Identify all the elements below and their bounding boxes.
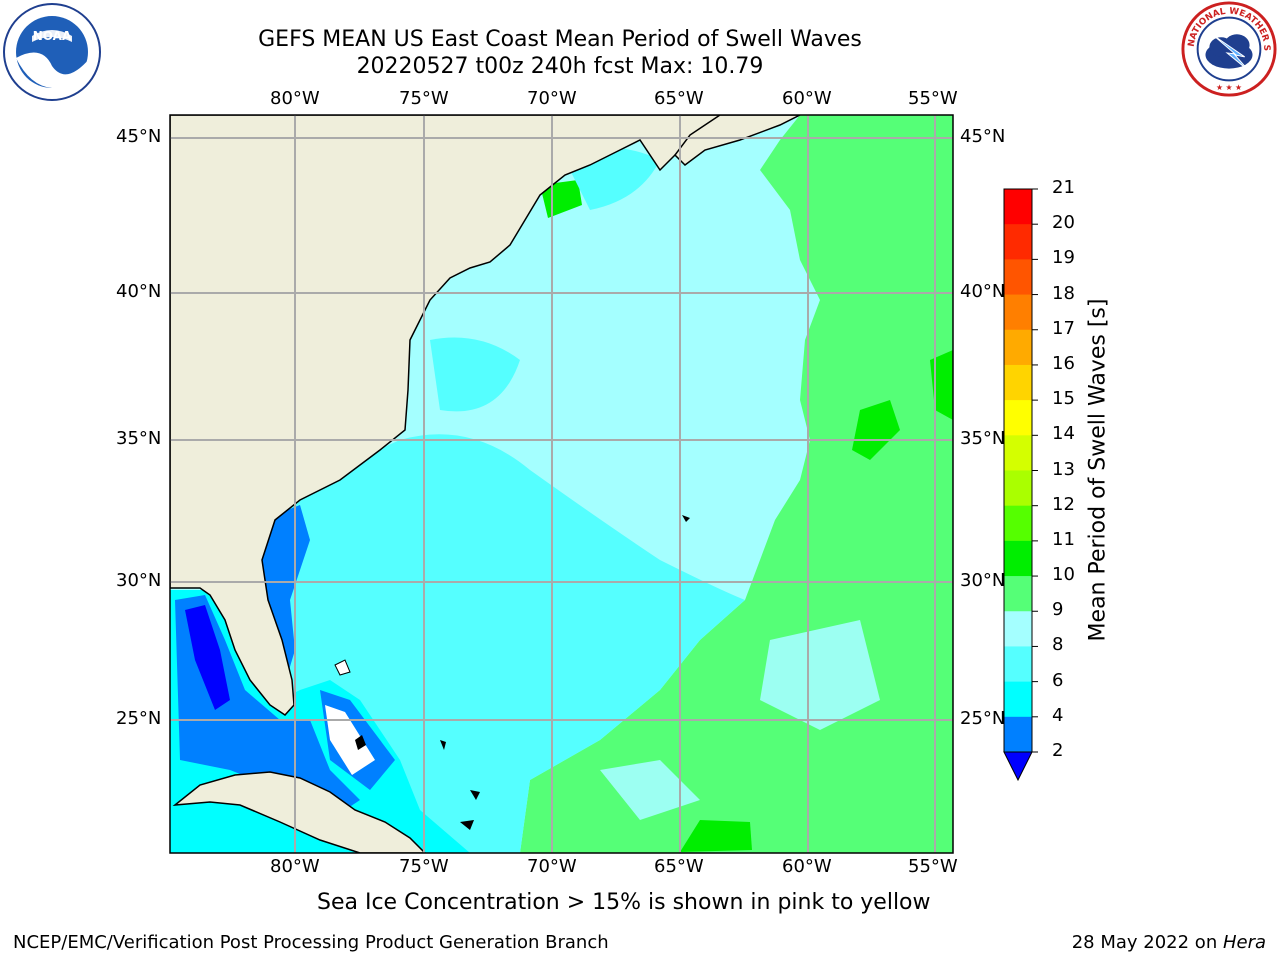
lon-label-bottom: 70°W — [527, 856, 577, 877]
lon-label-top: 70°W — [527, 88, 577, 109]
colorbar-segment — [1004, 716, 1032, 753]
lon-label-top: 65°W — [654, 88, 704, 109]
colorbar-tick-label: 18 — [1052, 282, 1075, 304]
date-line: 28 May 2022 on Hera — [1072, 932, 1266, 953]
lat-label-left: 45°N — [116, 126, 162, 147]
colorbar-tick-label: 9 — [1052, 599, 1064, 621]
colorbar-segment — [1004, 189, 1032, 225]
colorbar-segment — [1004, 329, 1032, 366]
cuba-land — [172, 771, 427, 853]
lat-label-right: 45°N — [960, 126, 1006, 147]
colorbar-tick-label: 17 — [1052, 317, 1075, 339]
lon-label-top: 60°W — [782, 88, 832, 109]
colorbar-tick-label: 4 — [1052, 704, 1064, 726]
north-america-land — [170, 115, 722, 716]
machine-name: Hera — [1222, 932, 1266, 953]
colorbar-segment — [1004, 611, 1032, 647]
sea-ice-note: Sea Ice Concentration > 15% is shown in … — [317, 890, 931, 915]
lon-label-bottom: 65°W — [654, 856, 704, 877]
colorbar-segment — [1004, 576, 1032, 612]
chart-subtitle: 20220527 t00z 240h fcst Max: 10.79 — [356, 54, 764, 79]
date-text: 28 May 2022 on — [1071, 932, 1223, 953]
colorbar-tick-label: 13 — [1052, 458, 1075, 480]
colorbar-tick-label: 2 — [1052, 740, 1064, 761]
lat-label-left: 30°N — [116, 570, 162, 591]
lat-label-right: 35°N — [960, 428, 1006, 449]
lat-label-left: 35°N — [116, 428, 162, 449]
chart-title: GEFS MEAN US East Coast Mean Period of S… — [258, 27, 862, 52]
graticule — [170, 115, 953, 853]
lat-label-left: 25°N — [116, 708, 162, 729]
lon-label-bottom: 75°W — [399, 856, 449, 877]
lon-label-bottom: 55°W — [908, 856, 958, 877]
colorbar-tick-label: 20 — [1052, 212, 1075, 234]
noaa-logo: NOAA — [3, 3, 101, 101]
colorbar-title: Mean Period of Swell Waves [s] — [1085, 298, 1111, 642]
lon-label-bottom: 80°W — [270, 856, 320, 877]
lat-label-right: 30°N — [960, 570, 1006, 591]
colorbar-tick-label: 6 — [1052, 669, 1064, 691]
lat-label-right: 25°N — [960, 708, 1006, 729]
nws-logo: NATIONAL WEATHER SERVICE ★ ★ ★ — [1180, 0, 1277, 97]
colorbar-tick-label: 11 — [1052, 528, 1075, 550]
colorbar-segment — [1004, 294, 1032, 331]
colorbar-segment — [1004, 435, 1032, 471]
colorbar-tick-label: 21 — [1052, 177, 1075, 198]
colorbar — [1004, 189, 1032, 753]
lon-label-top: 80°W — [270, 88, 320, 109]
colorbar-tick-label: 16 — [1052, 352, 1075, 374]
colorbar-segment — [1004, 224, 1032, 260]
credit-line: NCEP/EMC/Verification Post Processing Pr… — [13, 932, 609, 953]
noaa-logo-text: NOAA — [33, 29, 72, 43]
colorbar-segment — [1004, 364, 1032, 401]
colorbar-tick-label: 10 — [1052, 564, 1075, 586]
colorbar-tick-label: 15 — [1052, 388, 1075, 410]
colorbar-extend-arrow — [1003, 751, 1033, 782]
colorbar-segment — [1004, 470, 1032, 507]
lon-label-bottom: 60°W — [782, 856, 832, 877]
lat-label-left: 40°N — [116, 281, 162, 302]
lon-label-top: 55°W — [908, 88, 958, 109]
colorbar-tick-label: 19 — [1052, 247, 1075, 269]
map-frame — [169, 114, 954, 854]
colorbar-segment — [1004, 681, 1032, 718]
colorbar-segment — [1004, 646, 1032, 683]
colorbar-segment — [1004, 400, 1032, 436]
swell-10-11-region — [852, 400, 900, 460]
colorbar-segment — [1004, 505, 1032, 542]
lon-label-top: 75°W — [399, 88, 449, 109]
colorbar-tick-label: 14 — [1052, 423, 1075, 445]
colorbar-segment — [1004, 259, 1032, 296]
colorbar-tick-label: 12 — [1052, 493, 1075, 515]
colorbar-tick-label: 8 — [1052, 634, 1064, 656]
colorbar-segment — [1004, 540, 1032, 577]
lat-label-right: 40°N — [960, 281, 1006, 302]
svg-text:★ ★ ★: ★ ★ ★ — [1216, 83, 1242, 92]
